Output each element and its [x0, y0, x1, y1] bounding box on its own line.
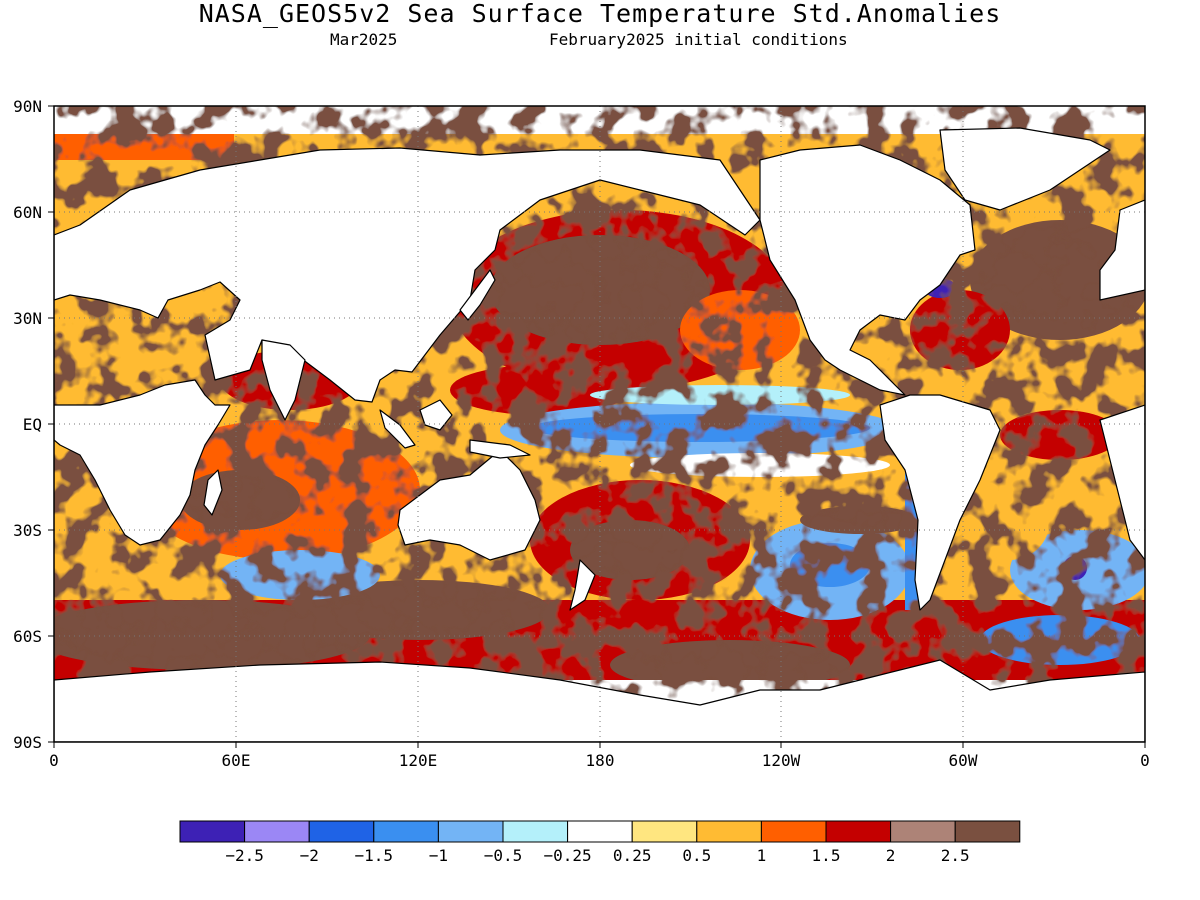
sumatra	[379, 409, 416, 449]
colorbar-swatch	[760, 820, 827, 843]
latitude-labels: 90N 60N 30N EQ 30S 60S 90S	[13, 97, 42, 752]
lat-label: 60N	[13, 203, 42, 222]
lat-label: 60S	[13, 627, 42, 646]
europe-west	[1099, 199, 1145, 301]
lon-label: 120W	[762, 751, 801, 770]
colorbar-swatch	[825, 820, 892, 843]
colorbar-label: 0.5	[682, 846, 711, 865]
australia-landmass	[397, 449, 541, 561]
colorbar: −2.5 −2 −1.5 −1 −0.5 −0.25 0.25 0.5 1 1.5 2 2.5	[179, 820, 1021, 865]
colorbar-swatch	[502, 820, 569, 843]
new-guinea	[469, 439, 531, 459]
lon-label: 120E	[399, 751, 438, 770]
madagascar	[203, 469, 223, 516]
colorbar-swatch	[437, 820, 504, 843]
lon-label: 0	[1140, 751, 1150, 770]
colorbar-label: −0.5	[484, 846, 523, 865]
longitude-labels: 0 60E 120E 180 120W 60W 0	[49, 751, 1150, 770]
map-title: NASA_GEOS5v2 Sea Surface Temperature Std…	[198, 0, 1002, 28]
colorbar-swatch	[308, 820, 375, 843]
axis-ticks	[48, 105, 1146, 748]
colorbar-swatch	[567, 820, 633, 843]
colorbar-swatch	[631, 820, 698, 843]
lat-label: EQ	[23, 415, 42, 434]
colorbar-label: 2	[886, 846, 896, 865]
india	[261, 339, 306, 421]
colorbar-label: −2.5	[225, 846, 264, 865]
new-zealand	[569, 559, 596, 611]
africa-landmass	[54, 379, 231, 546]
colorbar-label: 1	[757, 846, 767, 865]
greenland	[939, 127, 1111, 211]
lat-label: 30S	[13, 521, 42, 540]
lon-label: 60E	[222, 751, 251, 770]
lat-label: 90N	[13, 97, 42, 116]
colorbar-label: 2.5	[941, 846, 970, 865]
colorbar-label: −0.25	[544, 846, 592, 865]
colorbar-swatch	[890, 820, 956, 843]
colorbar-label: −1	[429, 846, 448, 865]
colorbar-label: 0.25	[613, 846, 652, 865]
colorbar-label: 1.5	[812, 846, 841, 865]
south-america-landmass	[879, 394, 1001, 611]
graticule	[54, 106, 1145, 742]
lon-label: 180	[586, 751, 615, 770]
lon-label: 60W	[949, 751, 978, 770]
colorbar-swatch	[954, 820, 1021, 843]
colorbar-swatch	[373, 820, 439, 843]
valid-month-label: Mar2025	[330, 30, 398, 49]
colorbar-swatch	[179, 820, 246, 843]
colorbar-label: −2	[300, 846, 319, 865]
colorbar-swatch	[244, 820, 310, 843]
africa-east-edge	[1099, 404, 1145, 561]
lat-label: 30N	[13, 309, 42, 328]
init-conditions-label: February2025 initial conditions	[549, 30, 848, 49]
colorbar-swatch	[696, 820, 762, 843]
lon-label: 0	[49, 751, 59, 770]
colorbar-label: −1.5	[355, 846, 394, 865]
north-america-landmass	[759, 144, 976, 396]
japan	[459, 269, 496, 321]
lat-label: 90S	[13, 733, 42, 752]
borneo	[419, 399, 453, 431]
land-masses	[54, 127, 1145, 742]
